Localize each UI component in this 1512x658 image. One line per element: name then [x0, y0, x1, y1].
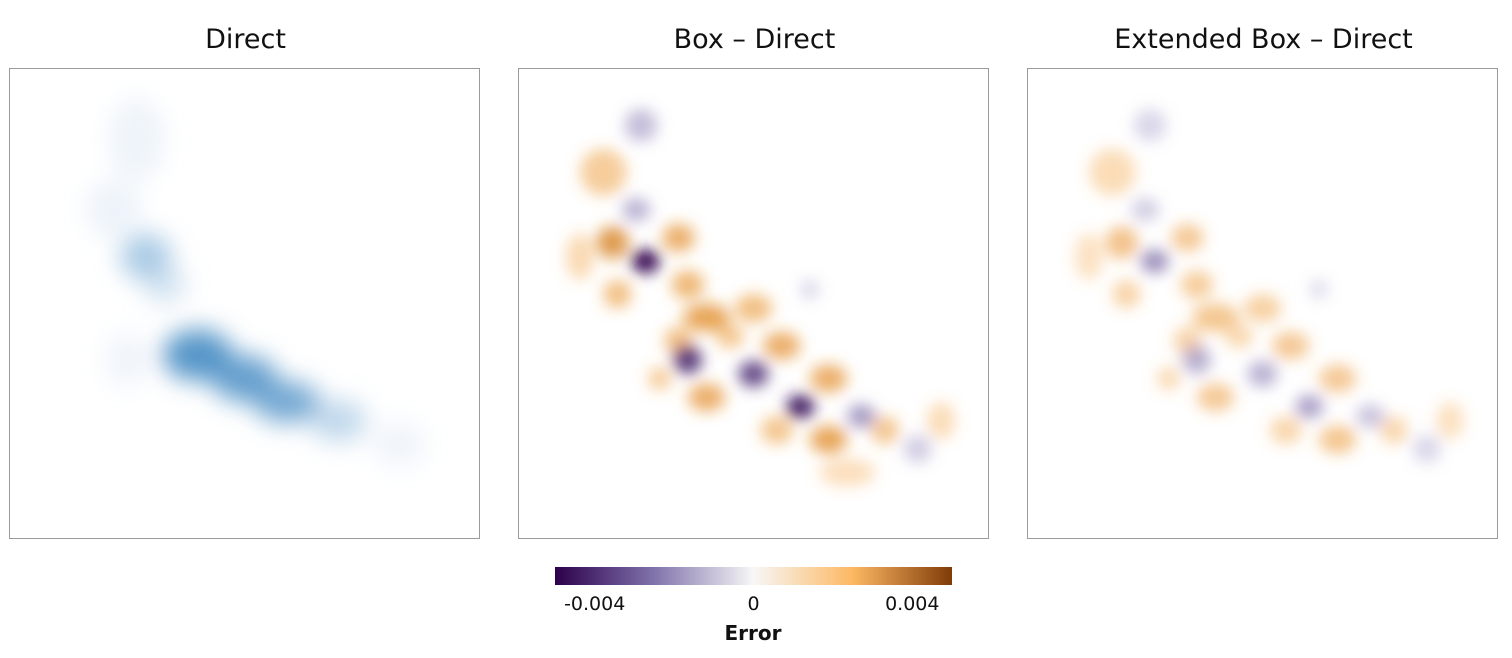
heatmap-blob: [1133, 108, 1167, 142]
heatmap-blob: [1180, 270, 1214, 299]
heatmap-direct: [85, 97, 428, 468]
heatmap-blob: [819, 458, 876, 487]
heatmap-blob: [870, 416, 899, 445]
heatmap-blob: [1356, 404, 1385, 428]
heatmap-blob: [1105, 226, 1139, 259]
heatmap-blob: [1309, 280, 1329, 299]
heatmap-blob: [565, 233, 595, 281]
heatmap-blob: [1131, 197, 1160, 222]
heatmap-panel-direct: [9, 68, 480, 539]
heatmap-blob: [809, 364, 848, 393]
heatmap-blob: [847, 404, 876, 428]
heatmap-blob: [624, 108, 658, 142]
heatmap-panel-extended-box-direct: [1027, 68, 1498, 539]
panel-title-extended-box-direct: Extended Box – Direct: [1114, 24, 1413, 55]
heatmap-blob: [1224, 324, 1254, 349]
heatmap-blob: [1318, 425, 1357, 454]
panel-title-box-direct: Box – Direct: [673, 24, 836, 55]
heatmap-blob: [647, 366, 672, 391]
colorbar: [555, 567, 952, 585]
colorbar-tick-label: 0: [747, 593, 760, 615]
heatmap-blob: [738, 360, 769, 387]
heatmap-blob: [1295, 394, 1324, 419]
heatmap-blob: [786, 394, 815, 419]
heatmap-blob: [603, 280, 632, 309]
colorbar-tick-label: 0.004: [885, 593, 940, 615]
heatmap-blob: [622, 197, 651, 222]
heatmap-blob: [903, 434, 932, 463]
heatmap-blob: [800, 280, 820, 299]
heatmap-blob: [1271, 331, 1310, 360]
heatmap-blob: [1140, 249, 1169, 274]
heatmap-blob: [927, 401, 956, 440]
heatmap-blob: [687, 383, 726, 412]
heatmap-blob: [596, 226, 630, 259]
heatmap-blob: [1318, 364, 1357, 393]
heatmap-blob: [683, 303, 731, 332]
heatmap-blob: [1243, 294, 1282, 323]
heatmap-blob: [662, 223, 695, 252]
heatmap-panel-box-direct: [518, 68, 989, 539]
heatmap-blob: [1074, 233, 1104, 281]
heatmap-blob: [1112, 280, 1141, 309]
heatmap-extended-box-direct: [1074, 108, 1465, 463]
heatmap-blob: [103, 331, 151, 388]
heatmap-box-direct: [565, 108, 956, 487]
panel-title-direct: Direct: [205, 24, 286, 55]
heatmap-blob: [809, 425, 848, 454]
colorbar-label: Error: [724, 621, 782, 645]
heatmap-blob: [1379, 416, 1408, 445]
heatmap-blob: [673, 345, 702, 374]
heatmap-blob: [1196, 383, 1235, 412]
heatmap-blob: [1269, 416, 1303, 445]
heatmap-blob: [1088, 148, 1136, 196]
heatmap-blob: [85, 181, 142, 238]
heatmap-blob: [253, 380, 320, 424]
heatmap-blob: [310, 399, 367, 442]
heatmap-blob: [1192, 303, 1240, 332]
heatmap-blob: [371, 420, 428, 468]
heatmap-blob: [1182, 345, 1211, 374]
heatmap-blob: [1436, 401, 1465, 440]
heatmap-blob: [631, 249, 660, 274]
heatmap-blob: [108, 97, 165, 182]
heatmap-blob: [143, 265, 186, 304]
heatmap-blob: [579, 148, 627, 196]
heatmap-blob: [760, 416, 794, 445]
colorbar-tick-label: -0.004: [564, 593, 626, 615]
heatmap-blob: [1412, 434, 1441, 463]
heatmap-blob: [1247, 360, 1278, 387]
heatmap-blob: [762, 331, 801, 360]
heatmap-blob: [1156, 366, 1181, 391]
heatmap-blob: [1171, 223, 1204, 252]
heatmap-blob: [671, 270, 705, 299]
heatmap-blob: [715, 324, 745, 349]
heatmap-blob: [734, 294, 773, 323]
